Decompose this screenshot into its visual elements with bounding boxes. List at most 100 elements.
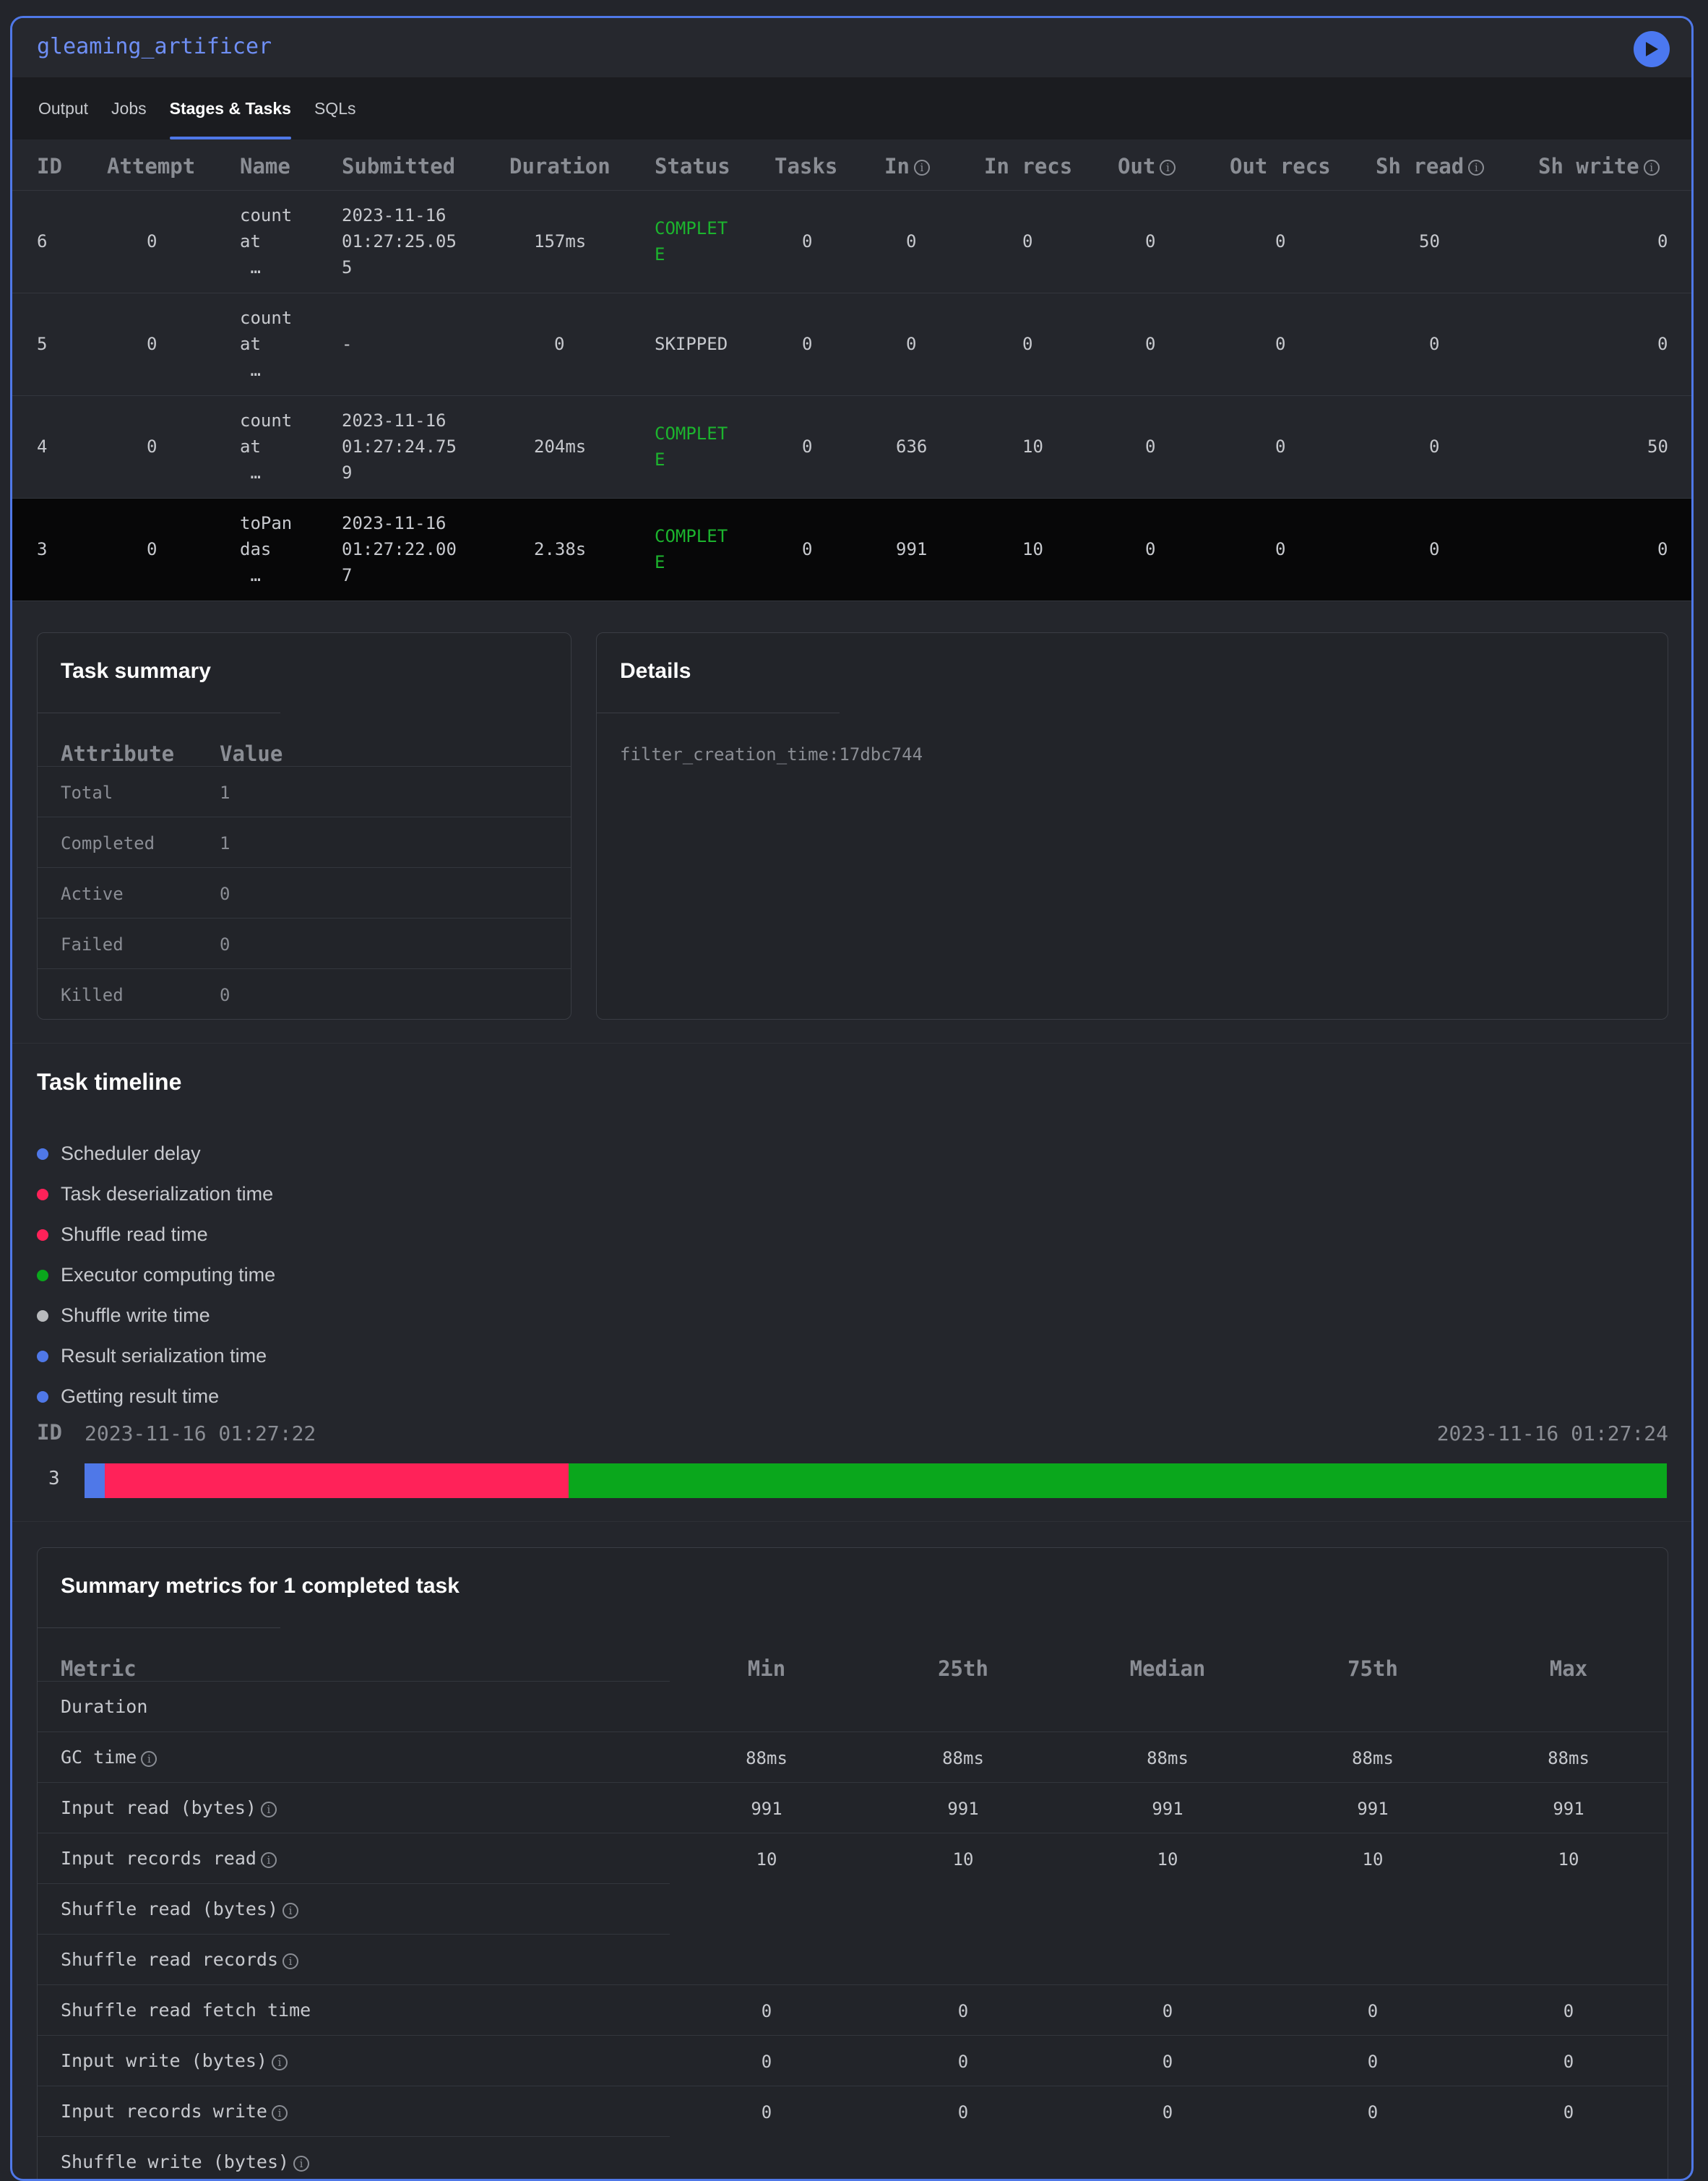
tab-output[interactable]: Output: [38, 99, 89, 118]
metric-value: 0: [761, 2052, 772, 2072]
metric-value: 88ms: [746, 1748, 788, 1768]
cell-out-recs: 0: [1275, 436, 1286, 457]
metric-value: 0: [1162, 2052, 1173, 2072]
col-25th: 25th: [938, 1656, 988, 1681]
timeline-segment[interactable]: [85, 1463, 105, 1498]
info-icon[interactable]: i: [1160, 160, 1176, 176]
info-icon[interactable]: i: [1643, 160, 1660, 176]
summary-metrics-panel: Summary metrics for 1 completed task Met…: [37, 1547, 1668, 2179]
legend-label: Executor computing time: [61, 1264, 276, 1286]
attr-value: 0: [220, 934, 230, 955]
legend-item: Scheduler delay: [37, 1143, 201, 1165]
info-icon[interactable]: i: [260, 1802, 277, 1818]
info-icon[interactable]: i: [271, 2105, 288, 2121]
metric-value: 10: [952, 1849, 974, 1870]
legend-dot-icon: [37, 1309, 48, 1322]
cell-duration: 0: [554, 334, 565, 354]
app-title: gleaming_artificer: [37, 34, 272, 59]
metric-value: 991: [1553, 1799, 1584, 1819]
timeline-segment[interactable]: [105, 1463, 569, 1498]
legend-label: Shuffle write time: [61, 1304, 210, 1326]
tab-stages-tasks[interactable]: Stages & Tasks: [169, 77, 292, 139]
summary-row-killed: Killed 0: [38, 968, 571, 1020]
col-submitted[interactable]: Submitted: [342, 154, 456, 178]
stage-row-3[interactable]: 3 0 toPan das … 2023-11-16 01:27:22.00 7…: [12, 499, 1691, 601]
metric-row: Shuffle read (bytes) i: [38, 1883, 670, 1935]
cell-in: 636: [896, 436, 928, 457]
col-tasks[interactable]: Tasks: [775, 154, 838, 178]
timeline-bar[interactable]: [85, 1463, 1667, 1498]
col-id[interactable]: ID: [37, 154, 62, 178]
col-value: Value: [220, 741, 283, 766]
cell-submitted: 2023-11-16 01:27:24.75 9: [342, 410, 457, 483]
task-summary-panel: Task summary Attribute Value Total 1 Com…: [37, 632, 572, 1020]
metric-label: Shuffle write (bytes) i: [61, 2151, 310, 2172]
cell-sh-write: 0: [1657, 334, 1668, 354]
metric-label: Shuffle read records i: [61, 1949, 299, 1970]
metric-value: 0: [1162, 2001, 1173, 2021]
tab-jobs[interactable]: Jobs: [111, 99, 147, 118]
info-icon[interactable]: i: [282, 1953, 299, 1969]
col-out-recs[interactable]: Out recs: [1230, 154, 1331, 178]
col-sh-read[interactable]: Sh read i: [1376, 154, 1485, 178]
stages-table-header: ID Attempt Name Submitted Duration Statu…: [12, 139, 1691, 191]
info-icon[interactable]: i: [271, 2055, 288, 2070]
info-icon[interactable]: i: [913, 160, 930, 176]
col-in-recs[interactable]: In recs: [984, 154, 1073, 178]
cell-in: 991: [896, 539, 928, 559]
metric-value: 88ms: [1548, 1748, 1590, 1768]
cell-id: 5: [37, 334, 48, 354]
cell-duration: 204ms: [534, 436, 587, 457]
col-out[interactable]: Out i: [1118, 154, 1176, 178]
metric-value: 10: [1157, 1849, 1178, 1870]
stage-row-5[interactable]: 5 0 count at … - 0 SKIPPED 0 0 0 0 0 0 0: [12, 293, 1691, 396]
info-icon[interactable]: i: [293, 2156, 310, 2172]
cell-out-recs: 0: [1275, 231, 1286, 251]
cell-tasks: 0: [802, 539, 813, 559]
col-min: Min: [747, 1656, 786, 1681]
info-icon[interactable]: i: [260, 1852, 277, 1868]
metric-label: Input write (bytes) i: [61, 2050, 288, 2071]
cell-in-recs: 0: [1022, 231, 1033, 251]
legend-dot-icon: [37, 1390, 48, 1403]
metric-label-text: Shuffle read fetch time: [61, 2000, 311, 2021]
cell-out: 0: [1145, 539, 1156, 559]
col-sh-read-label: Sh read: [1376, 154, 1465, 178]
stage-row-4[interactable]: 4 0 count at … 2023-11-16 01:27:24.75 9 …: [12, 396, 1691, 499]
metric-value: 0: [761, 2102, 772, 2122]
summary-row-active: Active 0: [38, 867, 571, 919]
stage-row-6[interactable]: 6 0 count at … 2023-11-16 01:27:25.05 5 …: [12, 191, 1691, 293]
metric-value: 0: [1563, 2052, 1574, 2072]
metric-value: 88ms: [1147, 1748, 1189, 1768]
metric-row: Shuffle write (bytes) i: [38, 2136, 670, 2179]
attr-label: Killed: [61, 985, 124, 1005]
metric-value: 991: [751, 1799, 782, 1819]
tab-sqls[interactable]: SQLs: [314, 99, 356, 118]
col-attempt[interactable]: Attempt: [107, 154, 196, 178]
col-sh-write[interactable]: Sh write i: [1538, 154, 1660, 178]
metric-label-text: Duration: [61, 1696, 148, 1717]
app-window: gleaming_artificer Output Jobs Stages & …: [10, 16, 1694, 2181]
metric-value: 88ms: [1352, 1748, 1394, 1768]
cell-sh-read: 0: [1429, 334, 1440, 354]
cell-out: 0: [1145, 334, 1156, 354]
stages-table: ID Attempt Name Submitted Duration Statu…: [12, 139, 1691, 601]
info-icon[interactable]: i: [282, 1903, 299, 1919]
cell-status: COMPLET E: [655, 218, 728, 264]
run-button[interactable]: [1634, 31, 1670, 67]
col-name[interactable]: Name: [240, 154, 290, 178]
cell-tasks: 0: [802, 231, 813, 251]
timeline-segment[interactable]: [569, 1463, 1667, 1498]
metric-label-text: GC time: [61, 1747, 137, 1768]
col-duration[interactable]: Duration: [509, 154, 611, 178]
summary-row-total: Total 1: [38, 766, 571, 817]
metric-value: 0: [1563, 2102, 1574, 2122]
col-status[interactable]: Status: [655, 154, 730, 178]
info-icon[interactable]: i: [1468, 160, 1485, 176]
col-in[interactable]: In i: [884, 154, 930, 178]
info-icon[interactable]: i: [141, 1751, 158, 1767]
legend-item: Getting result time: [37, 1385, 219, 1408]
cell-sh-write: 0: [1657, 539, 1668, 559]
metric-value: 0: [1367, 2102, 1379, 2122]
metric-label-text: Shuffle write (bytes): [61, 2151, 290, 2172]
